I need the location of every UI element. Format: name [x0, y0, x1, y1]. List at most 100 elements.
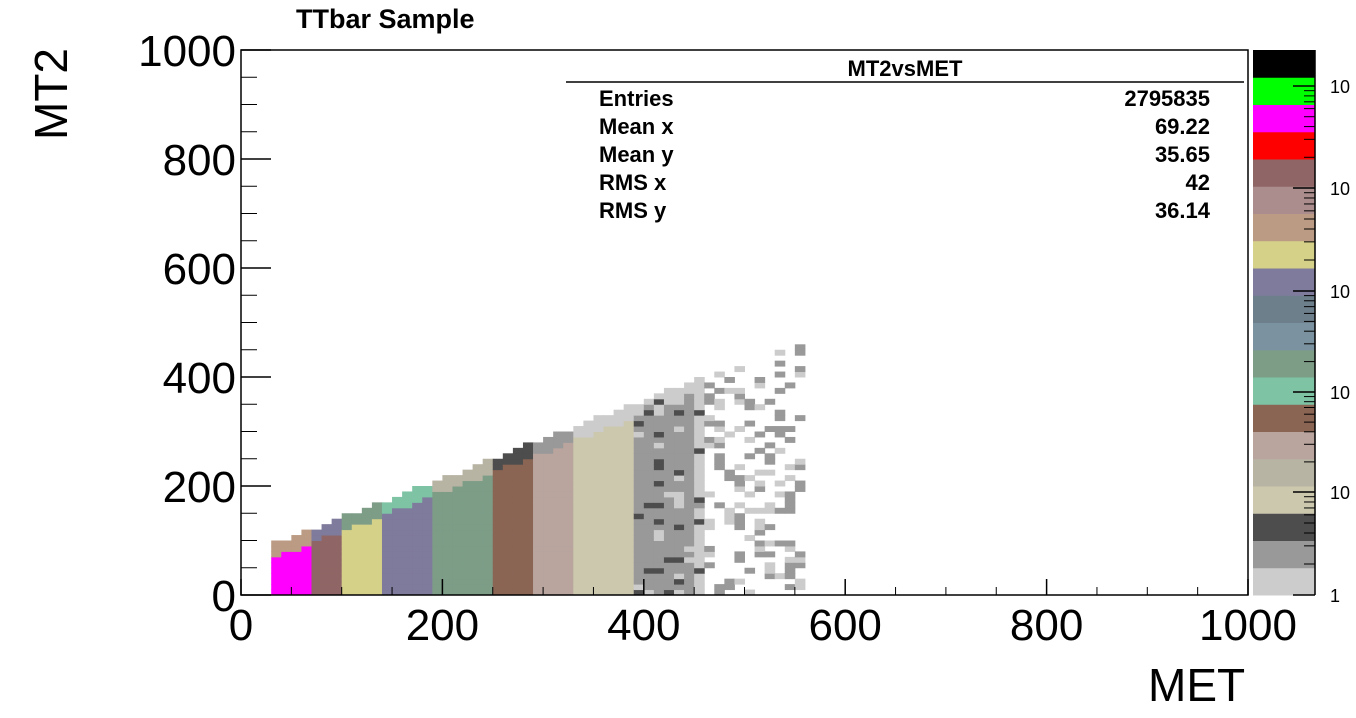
heatmap-cell	[573, 426, 584, 432]
heatmap-cell	[603, 584, 615, 591]
heatmap-cell	[694, 447, 705, 454]
heatmap-cell	[674, 469, 685, 476]
heatmap-cell	[784, 436, 796, 443]
heatmap-cell	[512, 529, 524, 536]
heatmap-cell	[402, 584, 413, 591]
heatmap-cell	[593, 545, 605, 552]
heatmap-cell	[351, 556, 363, 563]
heatmap-cell	[533, 562, 544, 569]
heatmap-cell	[623, 513, 635, 520]
heatmap-cell	[522, 562, 534, 569]
heatmap-cell	[754, 529, 766, 536]
heatmap-cell	[563, 447, 574, 454]
heatmap-cell	[593, 518, 605, 525]
heatmap-cell	[371, 524, 383, 531]
color-scale-label: 10	[1330, 383, 1350, 403]
heatmap-cell	[663, 567, 675, 574]
heatmap-cell	[371, 562, 383, 569]
heatmap-cell	[291, 589, 302, 596]
heatmap-cell	[784, 491, 796, 498]
heatmap-cell	[563, 431, 574, 438]
heatmap-cell	[452, 496, 464, 503]
heatmap-cell	[674, 475, 685, 482]
heatmap-cell	[522, 535, 534, 541]
heatmap-cell	[573, 431, 584, 438]
heatmap-cell	[563, 584, 574, 591]
heatmap-cell	[533, 524, 544, 531]
color-scale-swatch	[1253, 513, 1315, 541]
heatmap-cell	[452, 567, 464, 574]
heatmap-cell	[623, 562, 635, 569]
heatmap-cell	[341, 589, 353, 596]
heatmap-cell	[301, 578, 312, 585]
color-scale-label: 10	[1330, 483, 1350, 503]
heatmap-cell	[643, 524, 655, 531]
heatmap-cell	[402, 540, 413, 547]
color-scale-swatch	[1253, 186, 1315, 214]
heatmap-cell	[633, 524, 645, 531]
heatmap-cell	[543, 496, 554, 503]
heatmap-cell	[291, 567, 302, 574]
heatmap-cell	[452, 551, 464, 558]
heatmap-cell	[522, 464, 534, 471]
heatmap-cell	[694, 398, 705, 405]
heatmap-cell	[724, 431, 735, 438]
heatmap-cell	[744, 398, 756, 405]
heatmap-cell	[684, 387, 695, 394]
heatmap-cell	[321, 589, 333, 596]
heatmap-cell	[412, 567, 423, 574]
heatmap-cell	[502, 513, 514, 520]
heatmap-cell	[361, 556, 373, 563]
heatmap-cell	[583, 518, 594, 525]
heatmap-cell	[764, 453, 776, 460]
heatmap-cell	[522, 486, 534, 492]
heatmap-cell	[422, 562, 433, 569]
heatmap-cell	[502, 573, 514, 580]
heatmap-cell	[643, 545, 655, 552]
heatmap-cell	[331, 518, 343, 525]
heatmap-cell	[553, 529, 564, 536]
heatmap-cell	[684, 545, 695, 552]
heatmap-cell	[784, 507, 796, 514]
heatmap-cell	[553, 480, 564, 487]
heatmap-cell	[533, 469, 544, 476]
heatmap-cell	[593, 464, 605, 471]
heatmap-cell	[633, 404, 645, 411]
heatmap-cell	[492, 578, 504, 585]
heatmap-cell	[573, 551, 584, 558]
heatmap-cell	[724, 578, 735, 585]
heatmap-cell	[694, 469, 705, 476]
heatmap-cell	[482, 469, 494, 476]
stats-box: MT2vsMET Entries 2795835 Mean x 69.22 Mean y…	[566, 56, 1244, 223]
heatmap-cell	[472, 535, 484, 541]
heatmap-cell	[714, 420, 725, 427]
heatmap-cell	[684, 464, 695, 471]
heatmap-cell	[653, 458, 665, 465]
heatmap-cell	[512, 507, 524, 514]
heatmap-cell	[714, 371, 725, 378]
heatmap-cell	[744, 491, 756, 498]
heatmap-cell	[563, 442, 574, 449]
heatmap-cell	[694, 567, 705, 574]
color-scale-swatch	[1253, 486, 1315, 514]
heatmap-cell	[754, 507, 766, 514]
heatmap-cell	[522, 496, 534, 503]
heatmap-cell	[522, 545, 534, 552]
heatmap-cell	[522, 518, 534, 525]
heatmap-cell	[522, 573, 534, 580]
heatmap-cell	[633, 447, 645, 454]
heatmap-cell	[593, 584, 605, 591]
heatmap-cell	[694, 393, 705, 400]
heatmap-cell	[583, 469, 594, 476]
heatmap-cell	[402, 551, 413, 558]
heatmap-cell	[533, 442, 544, 449]
heatmap-cell	[291, 578, 302, 585]
heatmap-cell	[663, 524, 675, 531]
heatmap-cell	[653, 469, 665, 476]
heatmap-cell	[553, 486, 564, 492]
heatmap-cell	[613, 567, 625, 574]
heatmap-cell	[452, 491, 464, 498]
heatmap-cell	[653, 426, 665, 432]
heatmap-cell	[694, 518, 705, 525]
heatmap-cell	[321, 529, 333, 536]
